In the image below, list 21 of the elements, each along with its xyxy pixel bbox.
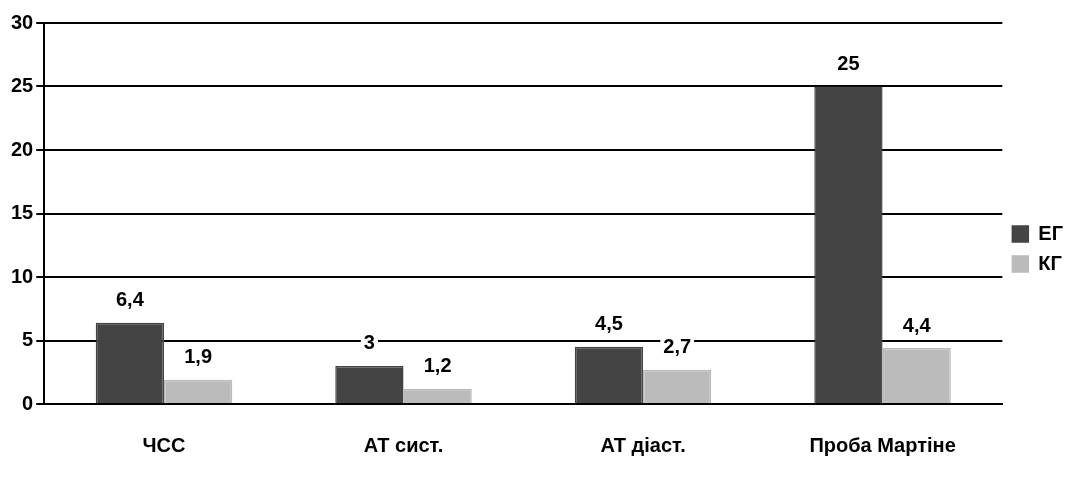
x-tick-label: АТ сист.	[363, 433, 444, 456]
data-label: 6,4	[115, 288, 145, 311]
x-tick-label: Проба Мартіне	[809, 433, 956, 456]
y-tick-label: 15	[11, 201, 34, 224]
y-tick-label: 20	[11, 137, 34, 160]
y-tick-label: 30	[11, 10, 34, 33]
legend-label: ЕГ	[1038, 221, 1064, 244]
data-label: 3	[363, 331, 375, 354]
x-tick-label: АТ діаст.	[600, 433, 686, 456]
y-tick-label: 25	[11, 74, 34, 97]
data-label: 25	[837, 52, 860, 75]
x-tick-label: ЧСС	[142, 433, 186, 456]
data-label: 4,4	[902, 313, 932, 336]
legend-label: КГ	[1038, 251, 1062, 274]
y-tick-label: 5	[22, 328, 34, 351]
y-tick-label: 0	[22, 391, 34, 414]
data-label: 1,2	[423, 354, 452, 377]
data-label: 2,7	[663, 335, 692, 358]
data-label: 1,9	[184, 345, 213, 368]
data-label: 4,5	[595, 312, 623, 335]
y-tick-label: 10	[11, 264, 34, 287]
